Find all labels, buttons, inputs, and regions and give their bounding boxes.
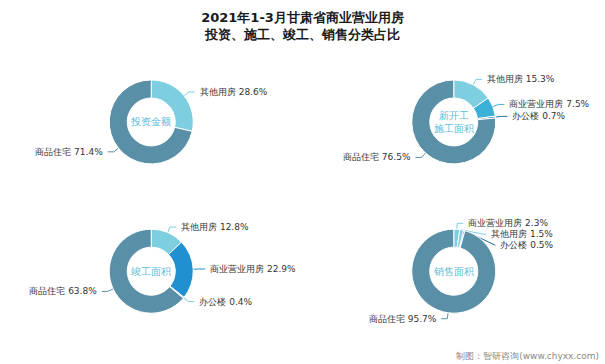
svg-text:办公楼 0.7%: 办公楼 0.7% xyxy=(512,111,565,121)
svg-text:新开工: 新开工 xyxy=(439,110,469,121)
svg-text:商品住宅 63.8%: 商品住宅 63.8% xyxy=(29,286,97,296)
svg-text:其他用房 12.8%: 其他用房 12.8% xyxy=(181,222,249,232)
svg-text:商业营业用房 7.5%: 商业营业用房 7.5% xyxy=(509,99,589,109)
svg-text:商品住宅 71.4%: 商品住宅 71.4% xyxy=(35,147,103,157)
svg-text:2021年1-3月甘肃省商业营业用房: 2021年1-3月甘肃省商业营业用房 xyxy=(201,10,404,25)
svg-text:商品住宅 95.7%: 商品住宅 95.7% xyxy=(369,314,437,324)
svg-text:其他用房 1.5%: 其他用房 1.5% xyxy=(491,229,553,239)
svg-text:竣工面积: 竣工面积 xyxy=(131,266,171,277)
svg-text:办公楼 0.5%: 办公楼 0.5% xyxy=(500,240,553,250)
svg-text:商业营业用房 2.3%: 商业营业用房 2.3% xyxy=(468,218,548,228)
svg-text:其他用房 28.6%: 其他用房 28.6% xyxy=(200,87,268,97)
svg-text:商业营业用房 22.9%: 商业营业用房 22.9% xyxy=(210,264,296,274)
svg-text:投资金额: 投资金额 xyxy=(130,116,171,127)
svg-text:销售面积: 销售面积 xyxy=(433,266,474,277)
svg-text:商品住宅 76.5%: 商品住宅 76.5% xyxy=(343,152,411,162)
svg-text:投资、施工、竣工、销售分类占比: 投资、施工、竣工、销售分类占比 xyxy=(204,27,400,42)
svg-text:制图：智研咨询(www.chyxx.com): 制图：智研咨询(www.chyxx.com) xyxy=(456,351,599,361)
svg-text:施工面积: 施工面积 xyxy=(434,123,474,134)
svg-text:办公楼 0.4%: 办公楼 0.4% xyxy=(199,297,252,307)
svg-text:其他用房 15.3%: 其他用房 15.3% xyxy=(487,74,555,84)
